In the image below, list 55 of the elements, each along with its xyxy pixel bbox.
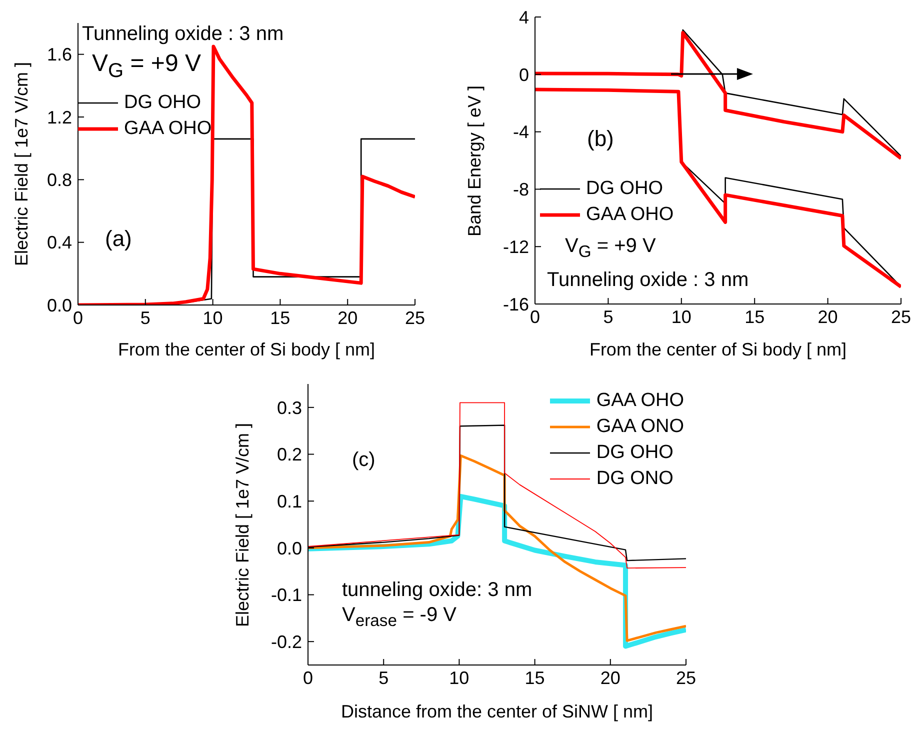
x-axis-title: From the center of Si body [ nm] [118,340,376,360]
x-tick-label: 5 [603,306,614,327]
x-tick-label: 5 [140,308,150,328]
y-tick-label: -8 [512,180,529,200]
y-tick-label: -0.2 [270,632,302,652]
y-tick-label: 0.2 [276,444,302,465]
annotation: V$_{G}$ = +9 V [92,50,201,82]
legend-label: DG OHO [596,442,674,464]
y-tick-label: -16 [502,294,529,314]
x-tick-label: 10 [202,308,223,328]
annotation: tunneling oxide: 3 nm [342,579,532,601]
x-tick-label: 25 [404,308,426,328]
x-tick-label: 15 [744,306,765,327]
y-tick-label: 0.3 [276,398,302,418]
y-axis-title: Electric Field [ 1e7 V/cm ] [12,62,32,266]
y-tick-label: 1.2 [46,107,72,128]
annotation: (a) [105,226,132,251]
y-tick-label: 0 [518,64,529,85]
y-tick-label: 0.1 [276,491,302,512]
y-tick-label: -0.1 [270,585,302,606]
x-tick-label: 20 [338,308,358,328]
x-tick-label: 25 [890,306,912,327]
x-tick-label: 20 [600,668,620,688]
y-tick-label: 0.4 [46,232,72,253]
annotation: (b) [587,126,614,151]
y-tick-label: 0.0 [276,538,302,558]
x-tick-label: 20 [818,306,838,327]
x-tick-label: 15 [270,308,290,328]
legend-label: DG OHO [124,92,202,114]
legend-label: DG ONO [596,468,674,490]
annotation: V$_{G}$ = +9 V [565,235,656,261]
legend-label: GAA OHO [596,390,684,412]
x-tick-label: 10 [671,306,692,327]
x-axis-title: Distance from the center of SiNW [ nm] [340,702,654,722]
x-tick-label: 15 [524,668,545,688]
annotation: (c) [352,449,376,471]
x-axis-title: From the center of Si body [ nm] [589,340,847,360]
legend-label: DG OHO [586,178,664,200]
legend-label: GAA OHO [124,118,212,140]
legend-label: GAA ONO [596,416,684,438]
x-tick-label: 5 [378,668,389,688]
annotation: Tunneling oxide : 3 nm [547,269,749,291]
y-tick-label: 0.0 [46,295,72,316]
y-tick-label: 0.8 [46,170,72,190]
annotation: Tunneling oxide : 3 nm [82,23,284,45]
y-tick-label: -4 [512,122,529,142]
y-axis-title: Band Energy [ eV ] [464,84,486,236]
x-tick-label: 25 [676,668,696,688]
y-tick-label: 4 [518,7,529,28]
y-tick-label: -12 [502,236,529,257]
y-axis-title: Electric Field [ 1e7 V/cm ] [232,422,254,627]
y-tick-label: 1.6 [46,44,72,65]
annotation: V$_{erase}$ = -9 V [342,604,456,630]
x-tick-label: 10 [449,668,470,688]
legend-label: GAA OHO [586,204,674,226]
